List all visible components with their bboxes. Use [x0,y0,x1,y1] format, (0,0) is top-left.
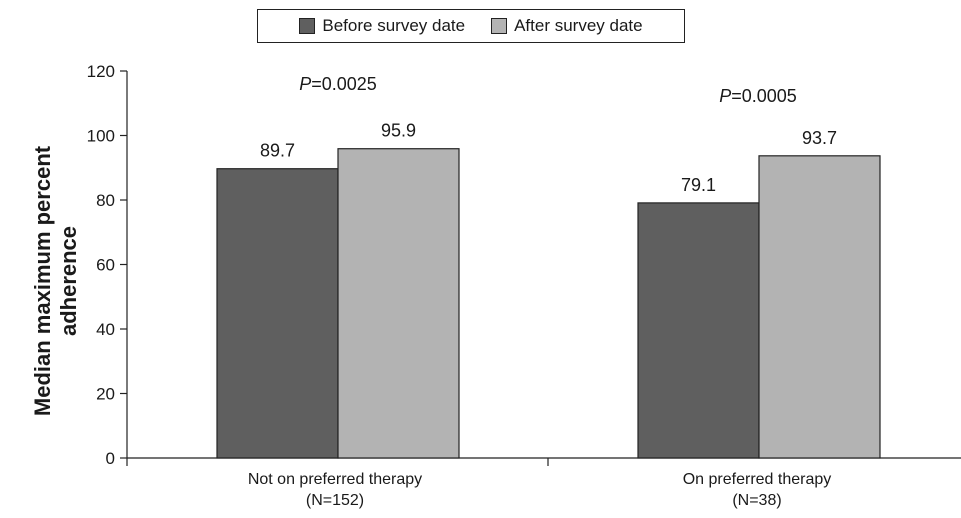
legend-label-before: Before survey date [322,16,466,35]
p-value-text: =0.0005 [731,86,797,106]
bar [337,148,460,459]
y-axis-title-line-2: adherence [56,225,81,337]
p-value-text: =0.0025 [311,74,377,94]
bar-value-label: 89.7 [260,141,295,161]
y-tick-label: 0 [106,449,115,468]
y-tick-label: 40 [96,320,115,339]
legend-item-after: After survey date [491,16,643,36]
y-tick-label: 100 [87,127,115,146]
y-tick-label: 60 [96,256,115,275]
legend-label-after: After survey date [514,16,643,35]
bar [758,155,881,459]
p-value-annotation: P=0.0005 [719,86,797,107]
y-tick-label: 120 [87,62,115,81]
y-tick-label: 20 [96,385,115,404]
p-value-annotation: P=0.0025 [299,74,377,95]
bar [637,202,760,459]
bar-value-label: 93.7 [802,128,837,148]
y-tick-label: 80 [96,191,115,210]
legend-swatch-after [491,18,508,34]
legend: Before survey date After survey date [257,9,685,43]
x-category-label-line-1: On preferred therapy [682,471,832,488]
x-category-label: On preferred therapy (N=38) [683,469,832,511]
bar [216,168,339,459]
bar-value-label: 95.9 [381,121,416,141]
p-value-prefix: P [299,74,312,94]
x-category-label: Not on preferred therapy (N=152) [248,469,422,511]
legend-item-before: Before survey date [299,16,465,36]
y-axis-title-line-1: Median maximum percent [30,145,55,417]
p-value-prefix: P [719,86,732,106]
x-category-label-line-2: (N=152) [305,492,365,509]
bar-value-label: 79.1 [681,175,716,195]
x-category-label-line-1: Not on preferred therapy [247,471,423,488]
x-category-label-line-2: (N=38) [732,492,782,509]
legend-swatch-before [299,18,316,34]
